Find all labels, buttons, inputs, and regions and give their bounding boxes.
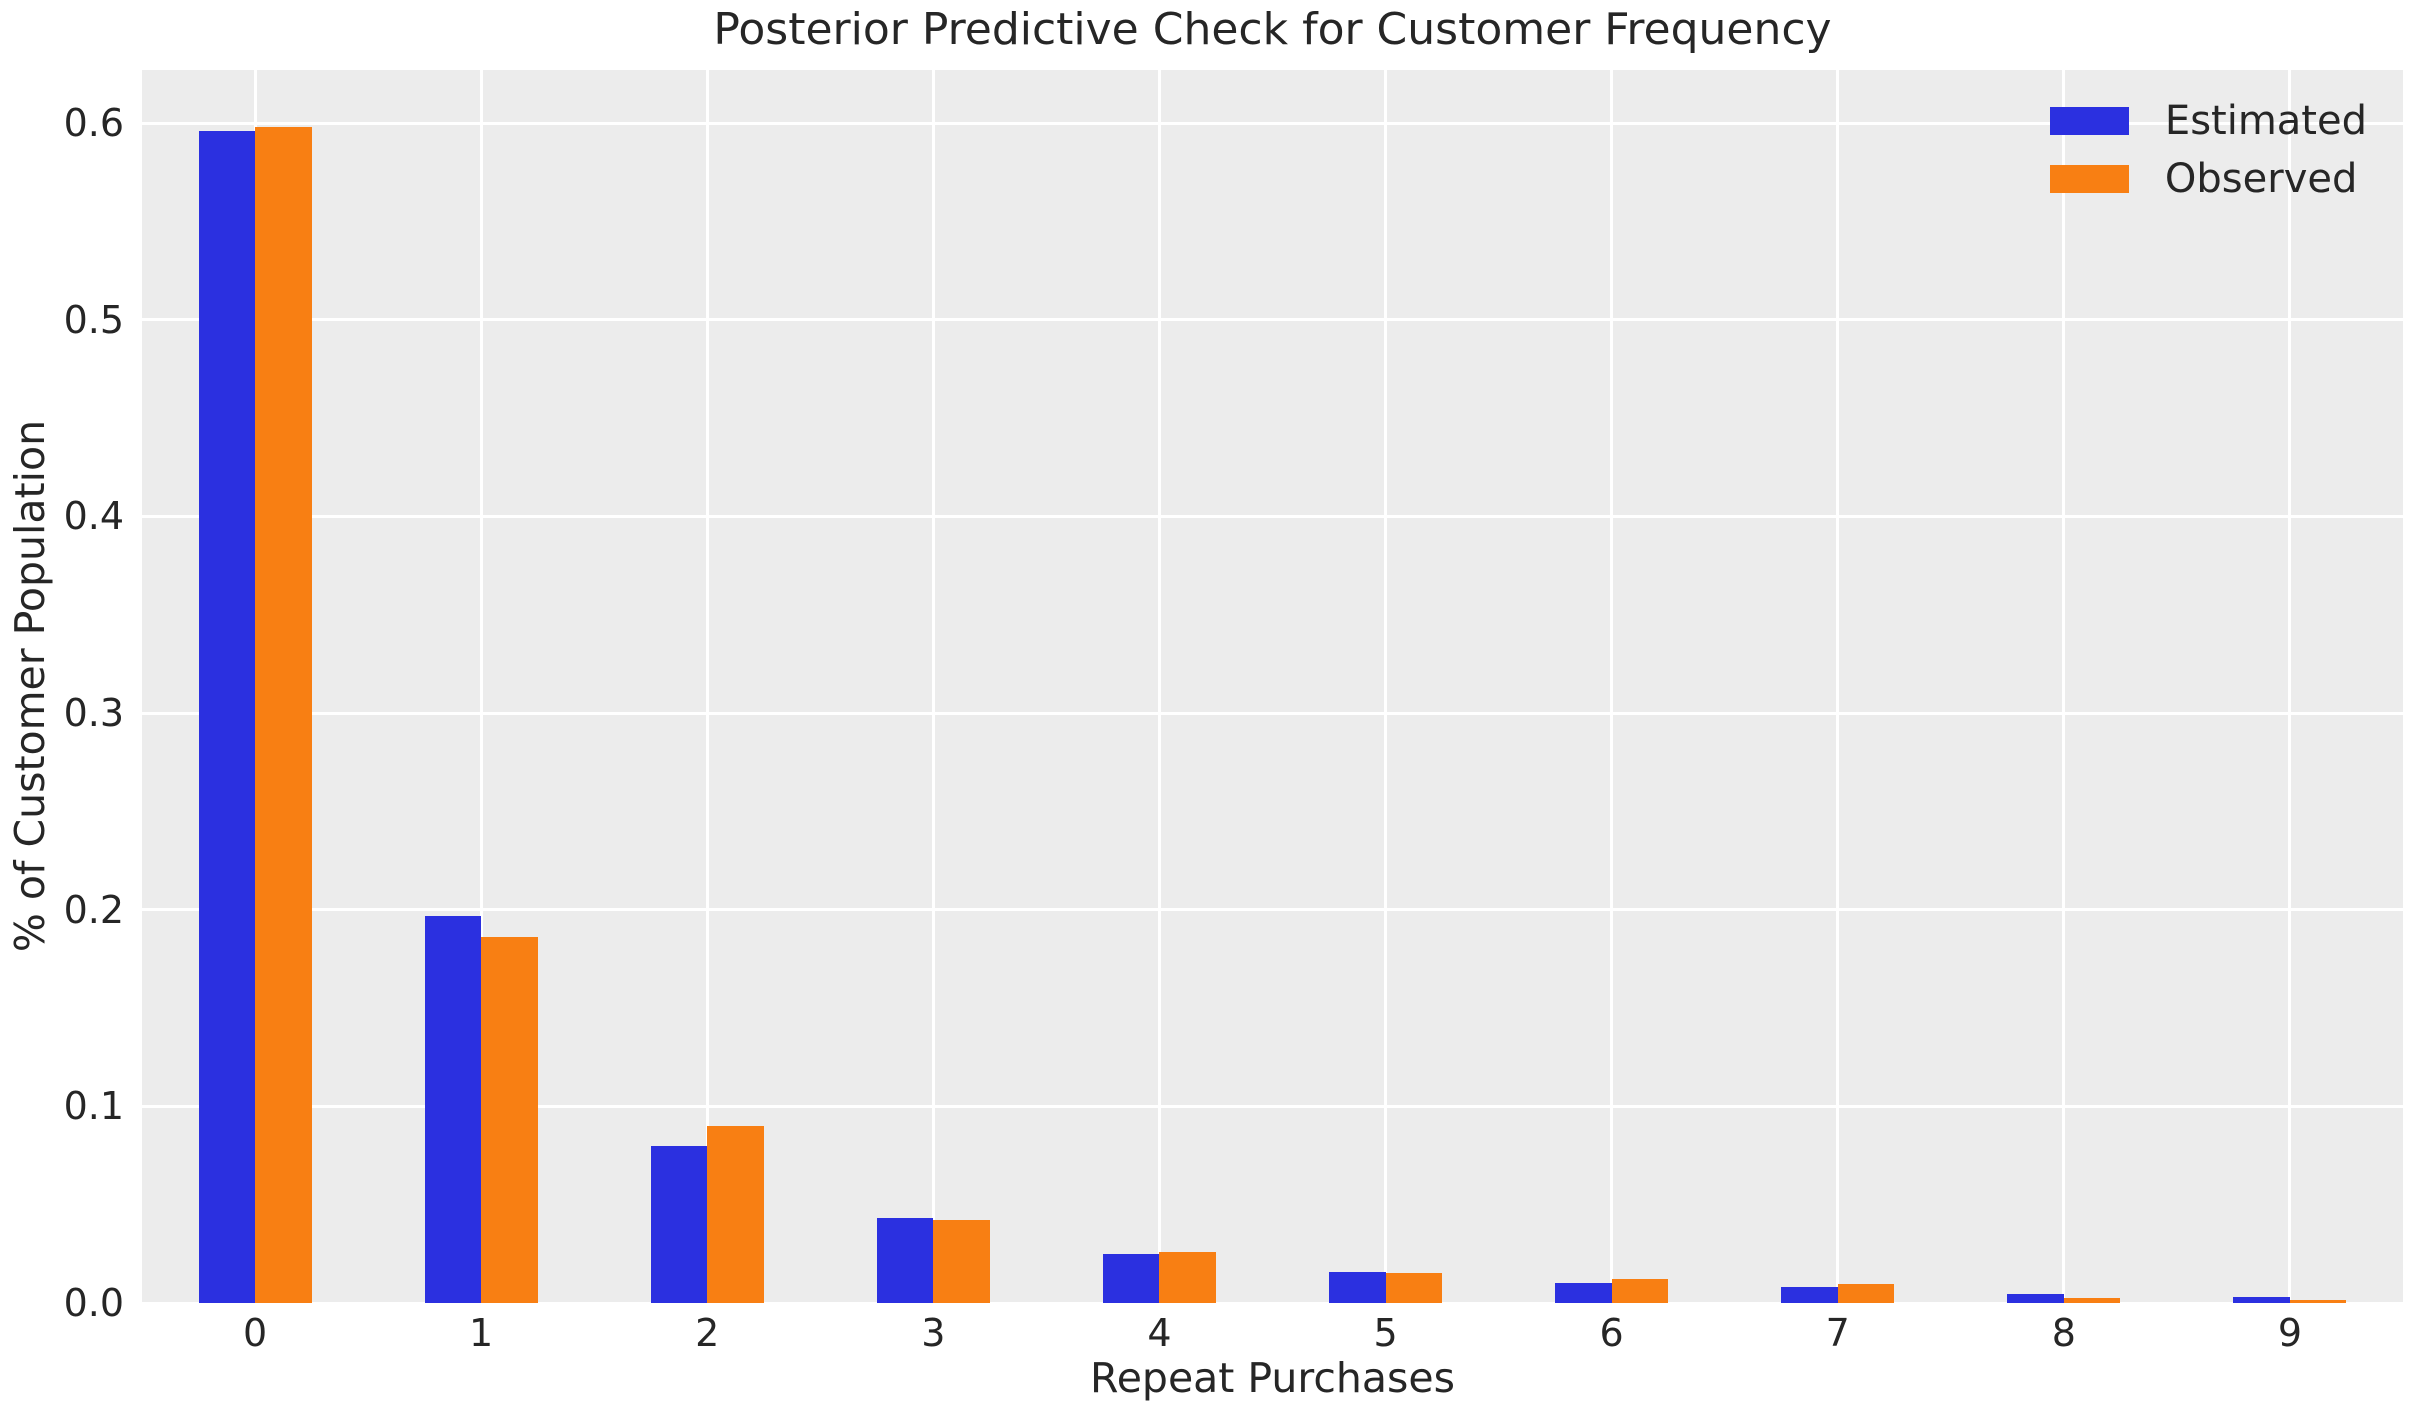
legend-label-estimated: Estimated — [2164, 98, 2367, 144]
x-gridline — [1384, 70, 1388, 1303]
bar-observed-7 — [1837, 1284, 1895, 1303]
legend-swatch-estimated — [2049, 107, 2129, 135]
y-gridline — [142, 1104, 2403, 1108]
plot-area — [142, 70, 2403, 1305]
bar-observed-2 — [707, 1126, 764, 1303]
bar-estimated-8 — [2007, 1293, 2064, 1303]
y-gridline — [142, 121, 2403, 125]
y-tick-label: 0.0 — [63, 1281, 124, 1325]
bar-observed-1 — [481, 937, 538, 1303]
x-tick-label: 1 — [469, 1311, 494, 1355]
y-gridline — [142, 514, 2403, 518]
bar-observed-6 — [1611, 1279, 1669, 1303]
legend-item-observed: Observed — [2049, 156, 2367, 202]
y-tick-label: 0.1 — [63, 1084, 124, 1129]
bar-estimated-1 — [424, 915, 482, 1303]
y-tick-label: 0.3 — [63, 691, 124, 736]
x-tick-label: 4 — [1147, 1311, 1172, 1355]
bar-observed-9 — [2289, 1300, 2347, 1303]
x-gridline — [2288, 70, 2292, 1303]
x-gridline — [931, 70, 935, 1303]
bar-observed-8 — [2063, 1298, 2121, 1303]
bar-observed-3 — [933, 1220, 990, 1303]
x-tick-label: 7 — [1825, 1311, 1850, 1355]
y-gridline — [142, 908, 2403, 912]
bar-estimated-7 — [1781, 1287, 1838, 1303]
bar-observed-0 — [255, 127, 312, 1303]
x-tick-label: 6 — [1599, 1311, 1624, 1355]
bar-observed-4 — [1159, 1251, 1216, 1303]
x-tick-label: 0 — [242, 1311, 268, 1355]
x-tick-label: 3 — [921, 1311, 946, 1355]
x-gridline — [1610, 70, 1614, 1303]
x-gridline — [1157, 70, 1161, 1303]
bar-estimated-6 — [1555, 1283, 1612, 1303]
x-tick-label: 8 — [2051, 1311, 2076, 1355]
y-gridline — [142, 711, 2403, 715]
x-tick-label: 5 — [1373, 1311, 1398, 1355]
bar-estimated-5 — [1329, 1271, 1386, 1303]
legend-label-observed: Observed — [2164, 156, 2358, 202]
bar-estimated-3 — [876, 1218, 934, 1303]
x-axis-label: Repeat Purchases — [1090, 1354, 1455, 1402]
x-gridline — [479, 70, 483, 1303]
y-tick-label: 0.4 — [63, 494, 124, 539]
y-gridline — [142, 318, 2403, 322]
x-gridline — [705, 70, 709, 1303]
chart-title: Posterior Predictive Check for Customer … — [713, 4, 1832, 55]
bar-estimated-2 — [650, 1145, 708, 1303]
legend-swatch-observed — [2049, 165, 2129, 193]
x-gridline — [1836, 70, 1840, 1303]
x-tick-label: 2 — [695, 1311, 720, 1355]
bar-estimated-4 — [1102, 1253, 1160, 1303]
bar-estimated-9 — [2233, 1297, 2290, 1303]
legend: Estimated Observed — [2049, 98, 2367, 202]
bar-estimated-0 — [198, 130, 256, 1303]
y-tick-label: 0.2 — [63, 887, 124, 932]
y-tick-label: 0.6 — [63, 101, 124, 146]
legend-item-estimated: Estimated — [2049, 98, 2367, 144]
x-gridline — [2062, 70, 2066, 1303]
x-tick-label: 9 — [2277, 1311, 2303, 1355]
y-tick-label: 0.5 — [63, 297, 124, 342]
y-gridline — [142, 1301, 2403, 1305]
bar-observed-5 — [1385, 1272, 1443, 1303]
